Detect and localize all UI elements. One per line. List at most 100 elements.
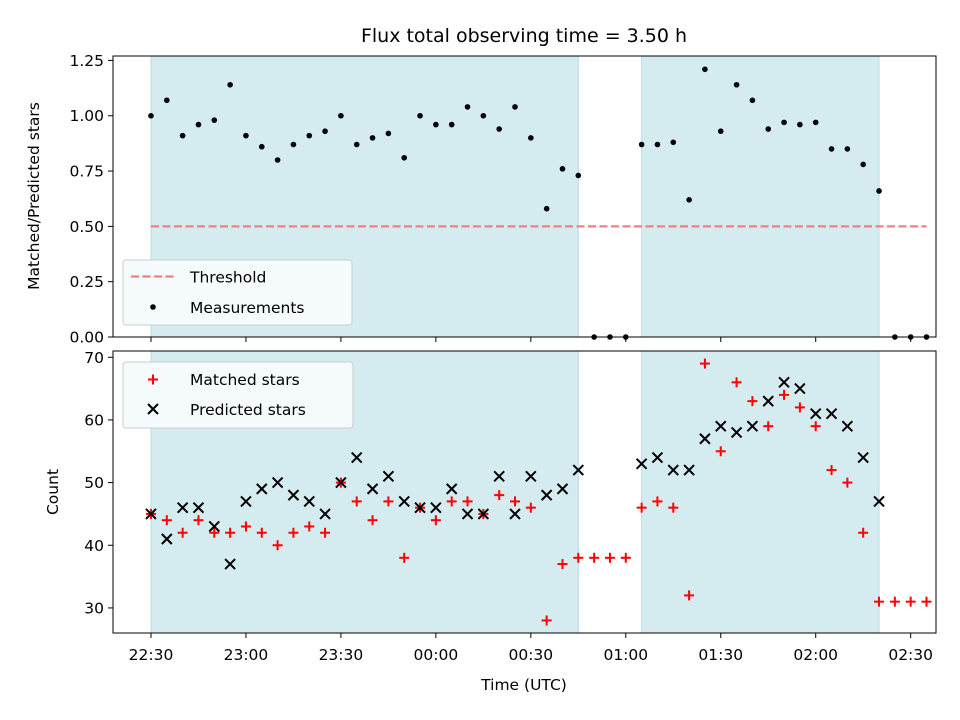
matched-point	[383, 496, 394, 507]
measurement-point	[338, 112, 344, 119]
predicted-point	[825, 407, 838, 420]
predicted-point	[240, 495, 252, 508]
measurement-point	[765, 126, 772, 132]
matched-point	[351, 496, 362, 507]
x-tick-label: 00:30	[508, 646, 553, 664]
legend-threshold-label: Threshold	[189, 269, 266, 287]
matched-point	[320, 527, 331, 538]
matched-point	[304, 521, 315, 532]
matched-point	[889, 596, 900, 607]
legend-bottom: Matched stars Predicted stars	[122, 361, 354, 429]
matched-point	[161, 515, 172, 526]
predicted-point	[414, 501, 426, 514]
predicted-point	[715, 420, 727, 432]
matched-point	[399, 552, 410, 563]
matched-point	[240, 521, 251, 532]
legend-predicted-swatch	[147, 403, 159, 415]
measurement-point	[164, 97, 170, 104]
y-tick-label: 30	[84, 599, 104, 617]
y-axis-label-bottom: Count	[44, 469, 62, 515]
predicted-point	[635, 458, 648, 470]
observing-window-1	[641, 56, 880, 337]
matched-point	[747, 396, 758, 407]
predicted-point	[651, 451, 664, 464]
matched-point	[446, 496, 457, 507]
y-tick-label: 60	[84, 411, 104, 429]
measurement-point	[638, 141, 645, 148]
x-tick-label: 22:30	[129, 646, 174, 664]
matched-point	[589, 552, 600, 563]
measurement-point	[322, 128, 328, 135]
observing-window-1	[641, 351, 880, 633]
measurement-point	[369, 135, 376, 141]
measurement-point	[575, 172, 582, 179]
y-tick-label: 0.00	[69, 329, 104, 347]
measurement-point	[306, 132, 313, 139]
predicted-point	[572, 464, 585, 476]
measurement-point	[448, 121, 455, 128]
y-tick-label: 0.25	[69, 273, 104, 291]
measurement-point	[433, 121, 439, 128]
predicted-point	[667, 464, 679, 476]
predicted-point	[525, 470, 537, 483]
y-ticks-top: 0.00 0.25 0.50 0.75 1.00 1.25	[69, 52, 113, 347]
measurement-point	[812, 119, 819, 126]
chart-title: Flux total observing time = 3.50 h	[361, 25, 687, 47]
matched-point	[430, 515, 441, 526]
matched-point	[636, 502, 647, 513]
count-marks	[145, 358, 932, 626]
measurement-point	[654, 141, 661, 148]
predicted-point	[873, 495, 885, 508]
matched-point	[557, 559, 568, 570]
matched-point	[794, 402, 805, 413]
measurement-point	[717, 128, 724, 135]
legend-measurements-swatch	[150, 304, 156, 310]
measurement-point	[243, 132, 249, 139]
x-tick-label: 02:00	[793, 646, 838, 664]
predicted-point	[382, 470, 395, 483]
x-ticks-top	[150, 337, 912, 342]
matched-point	[604, 552, 615, 563]
ratio-marks	[148, 66, 930, 340]
matched-point	[874, 596, 885, 607]
measurement-point	[749, 97, 756, 104]
matched-point	[620, 552, 631, 563]
y-tick-label: 0.75	[69, 163, 104, 181]
matched-point	[921, 596, 932, 607]
predicted-point	[145, 508, 157, 520]
predicted-point	[271, 476, 284, 489]
legend-measurements-label: Measurements	[190, 299, 305, 317]
matched-point	[858, 527, 869, 538]
measurement-point	[385, 130, 392, 137]
matched-point	[779, 389, 790, 400]
legend-box-bottom	[122, 361, 354, 429]
x-tick-label: 02:30	[888, 646, 933, 664]
measurement-point	[781, 119, 787, 126]
matched-point	[494, 490, 505, 501]
y-ticks-bottom: 30 40 50 60 70	[84, 349, 113, 617]
matched-point	[510, 496, 521, 507]
y-tick-label: 1.25	[69, 52, 104, 70]
measurement-point	[464, 104, 471, 110]
predicted-point	[366, 483, 379, 495]
matched-point	[763, 421, 774, 432]
measurement-point	[844, 146, 851, 152]
observing-windows-bottom	[150, 351, 880, 633]
axes-frame-bottom	[112, 350, 937, 634]
matched-point	[826, 465, 837, 476]
predicted-point	[461, 508, 474, 520]
measurement-point	[417, 112, 423, 119]
matched-point	[193, 515, 204, 526]
matched-point	[684, 590, 695, 601]
matched-point	[225, 527, 236, 538]
measurement-point	[401, 154, 408, 161]
measurement-point	[353, 141, 360, 148]
panel-counts: 30 40 50 60 70 22:30 23:00 23:30 00:00 00:30 01:0…	[44, 349, 937, 694]
legend-matched-swatch	[148, 374, 158, 385]
predicted-point	[287, 489, 300, 501]
measurement-point	[828, 146, 835, 152]
predicted-point	[256, 483, 268, 495]
measurement-point	[702, 66, 708, 73]
measurement-point	[670, 139, 677, 146]
legend-top: Threshold Measurements	[122, 259, 353, 326]
